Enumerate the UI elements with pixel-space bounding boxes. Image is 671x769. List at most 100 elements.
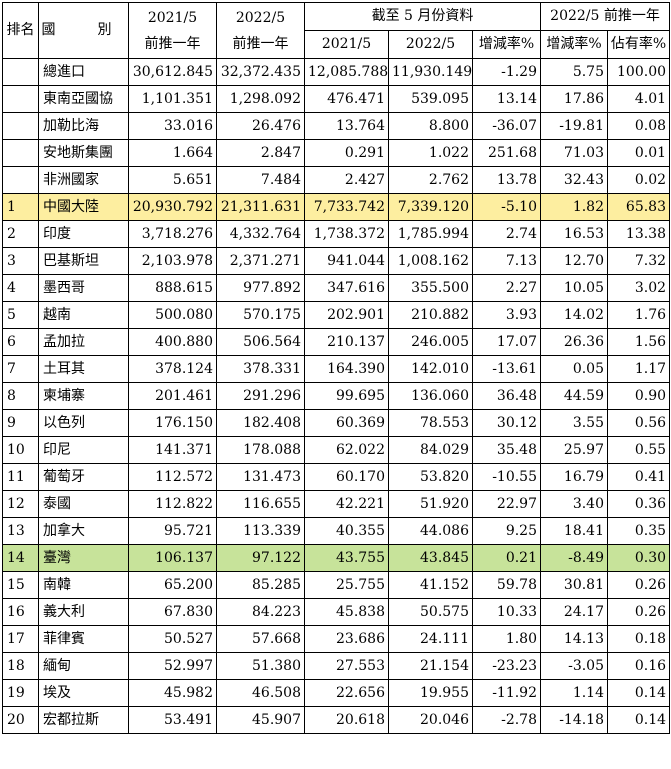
- trailing-2022-cell: 2,371.271: [216, 247, 305, 275]
- share-cell: 1.17: [606, 355, 671, 383]
- trailing-2021-cell: 106.137: [128, 544, 217, 572]
- country-cell: 南韓: [38, 571, 129, 599]
- trailing-2022-cell: 291.296: [216, 382, 305, 410]
- table-row: 安地斯集團 1.664 2.847 0.291 1.022 251.68 71.03 0.01: [2, 139, 671, 167]
- rank-cell: 1: [2, 193, 39, 221]
- rank-cell: 5: [2, 301, 39, 329]
- trailing-change-cell: 25.97: [540, 436, 608, 464]
- table-row: 加勒比海 33.016 26.476 13.764 8.800 -36.07 -19.81 0…: [2, 112, 671, 140]
- trailing-change-cell: -8.49: [540, 544, 608, 572]
- trailing-2021-cell: 65.200: [128, 571, 217, 599]
- trailing-share-header: 佔有率%: [606, 30, 671, 59]
- may-change-cell: 2.27: [472, 274, 541, 302]
- may-2022-cell: 210.882: [388, 301, 473, 329]
- table-row: 16 義大利 67.830 84.223 45.838 50.575 10.33 24.17 0…: [2, 598, 671, 626]
- rank-cell: [2, 85, 39, 113]
- trailing-2022-cell: 1,298.092: [216, 85, 305, 113]
- may-change-header: 增減率%: [472, 30, 541, 59]
- table-row: 4 墨西哥 888.615 977.892 347.616 355.500 2.27 10.0…: [2, 274, 671, 302]
- trailing-change-cell: 16.53: [540, 220, 608, 248]
- may-2022-cell: 24.111: [388, 625, 473, 653]
- may-2021-cell: 42.221: [304, 490, 389, 518]
- trailing-change-cell: 24.17: [540, 598, 608, 626]
- may-change-cell: 1.80: [472, 625, 541, 653]
- may-change-cell: 10.33: [472, 598, 541, 626]
- may-2021-cell: 12,085.788: [304, 58, 389, 86]
- country-header: 國 別: [38, 2, 129, 59]
- trailing-2021-cell: 888.615: [128, 274, 217, 302]
- may-2021-cell: 476.471: [304, 85, 389, 113]
- may-2021-cell: 22.656: [304, 679, 389, 707]
- may-2022-cell: 355.500: [388, 274, 473, 302]
- may-2022-cell: 53.820: [388, 463, 473, 491]
- may-2021-cell: 202.901: [304, 301, 389, 329]
- may-2021-header: 2021/5: [304, 30, 389, 59]
- may-2021-cell: 43.755: [304, 544, 389, 572]
- trailing-2021-cell: 50.527: [128, 625, 217, 653]
- country-cell: 宏都拉斯: [38, 706, 129, 734]
- trailing-2021-cell: 400.880: [128, 328, 217, 356]
- may-change-cell: -13.61: [472, 355, 541, 383]
- may-2021-cell: 164.390: [304, 355, 389, 383]
- table-row: 8 柬埔寨 201.461 291.296 99.695 136.060 36.48 44.5…: [2, 382, 671, 410]
- trailing-2022-header: 2022/5 前推一年: [216, 2, 305, 59]
- may-2021-cell: 210.137: [304, 328, 389, 356]
- rank-cell: 11: [2, 463, 39, 491]
- may-2022-cell: 2.762: [388, 166, 473, 194]
- may-2022-cell: 11,930.149: [388, 58, 473, 86]
- may-2022-cell: 41.152: [388, 571, 473, 599]
- country-cell: 巴基斯坦: [38, 247, 129, 275]
- country-cell: 菲律賓: [38, 625, 129, 653]
- table-row: 19 埃及 45.982 46.508 22.656 19.955 -11.92 1.14 0.…: [2, 679, 671, 707]
- trailing-2022-cell: 506.564: [216, 328, 305, 356]
- rank-cell: 17: [2, 625, 39, 653]
- share-cell: 0.14: [606, 706, 671, 734]
- may-change-cell: 17.07: [472, 328, 541, 356]
- share-cell: 0.01: [606, 139, 671, 167]
- trailing-2022-cell: 21,311.631: [216, 193, 305, 221]
- trailing-2021-cell: 1.664: [128, 139, 217, 167]
- trailing-2022-cell: 7.484: [216, 166, 305, 194]
- trailing-2021-cell: 95.721: [128, 517, 217, 545]
- trailing-2021-cell: 1,101.351: [128, 85, 217, 113]
- table-row: 17 菲律賓 50.527 57.668 23.686 24.111 1.80 14.13 0.…: [2, 625, 671, 653]
- trailing-2022-cell: 85.285: [216, 571, 305, 599]
- trailing-2021-cell: 176.150: [128, 409, 217, 437]
- rank-cell: 13: [2, 517, 39, 545]
- trailing-change-cell: 44.59: [540, 382, 608, 410]
- country-cell: 葡萄牙: [38, 463, 129, 491]
- may-change-cell: -2.78: [472, 706, 541, 734]
- rank-cell: 15: [2, 571, 39, 599]
- trailing-2022-cell: 51.380: [216, 652, 305, 680]
- table-row: 2 印度 3,718.276 4,332.764 1,738.372 1,785.994 2…: [2, 220, 671, 248]
- may-2021-cell: 60.369: [304, 409, 389, 437]
- trailing-2022-cell: 378.331: [216, 355, 305, 383]
- rank-cell: 18: [2, 652, 39, 680]
- trailing-2022-cell: 977.892: [216, 274, 305, 302]
- may-2022-cell: 539.095: [388, 85, 473, 113]
- table-row: 15 南韓 65.200 85.285 25.755 41.152 59.78 30.81 0.…: [2, 571, 671, 599]
- rank-header: 排名: [2, 2, 39, 59]
- share-cell: 4.01: [606, 85, 671, 113]
- rank-cell: 3: [2, 247, 39, 275]
- may-change-cell: 251.68: [472, 139, 541, 167]
- trailing-change-cell: -3.05: [540, 652, 608, 680]
- rank-cell: 7: [2, 355, 39, 383]
- country-cell: 泰國: [38, 490, 129, 518]
- country-cell: 東南亞國協: [38, 85, 129, 113]
- may-2021-cell: 25.755: [304, 571, 389, 599]
- share-cell: 0.90: [606, 382, 671, 410]
- share-cell: 0.18: [606, 625, 671, 653]
- trailing-2021-cell: 3,718.276: [128, 220, 217, 248]
- share-cell: 0.08: [606, 112, 671, 140]
- trailing-2022-cell: 57.668: [216, 625, 305, 653]
- trailing-2021-cell: 5.651: [128, 166, 217, 194]
- trailing-2022-header-label: 前推一年: [232, 35, 289, 52]
- may-2021-cell: 347.616: [304, 274, 389, 302]
- may-2022-cell: 1.022: [388, 139, 473, 167]
- may-2021-cell: 60.170: [304, 463, 389, 491]
- may-2022-cell: 1,785.994: [388, 220, 473, 248]
- trailing-2022-header-year: 2022/5: [235, 9, 286, 26]
- rank-cell: [2, 166, 39, 194]
- may-change-cell: 30.12: [472, 409, 541, 437]
